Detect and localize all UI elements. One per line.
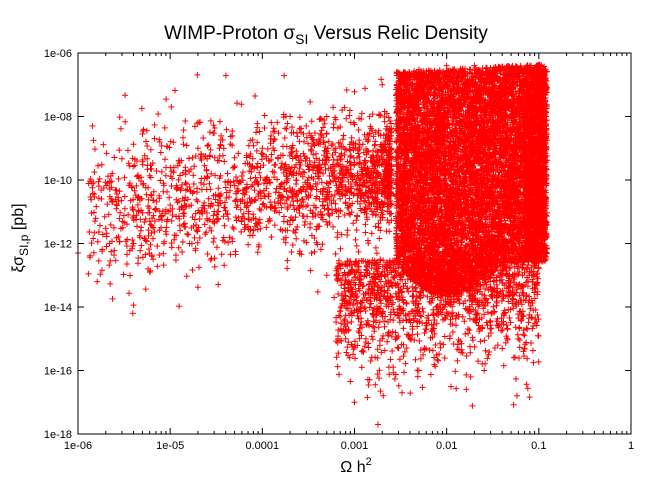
chart-title: WIMP-Proton σSI Versus Relic Density bbox=[164, 23, 488, 47]
data-points bbox=[75, 61, 551, 428]
